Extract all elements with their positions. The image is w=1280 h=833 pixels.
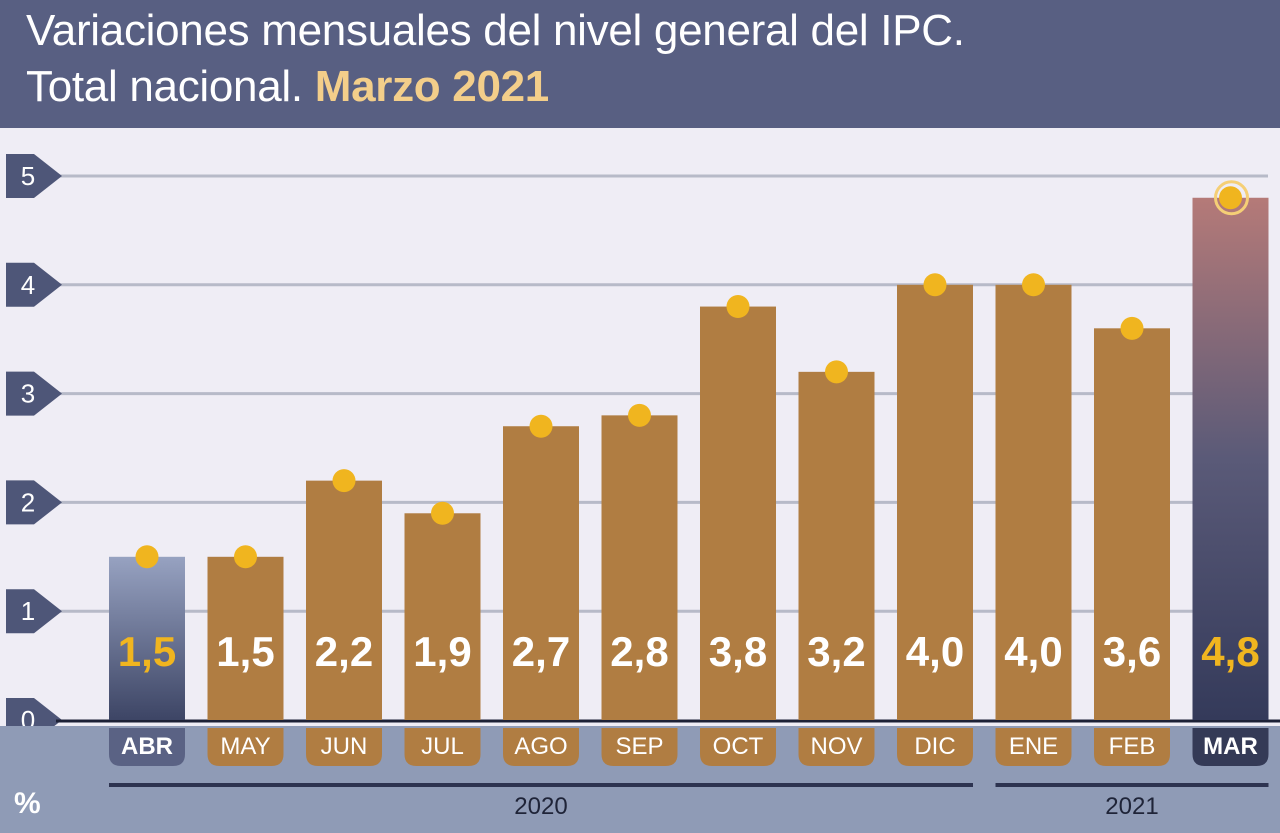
bar-nov [798,371,875,720]
y-tick-label: 3 [21,379,35,409]
category-tab [601,728,678,766]
x-tick-label: FEB [1109,733,1156,760]
bar-abr [109,556,185,720]
data-label: 2,7 [512,628,570,675]
category-tab [207,728,284,766]
bar-ene [995,284,1072,720]
y-tick-badge [6,262,62,307]
category-tab [995,728,1072,766]
x-tick-label: MAR [1203,733,1258,760]
x-tick-label: ENE [1009,733,1058,760]
category-tab [700,728,776,766]
subtitle-text: Total nacional. [26,62,303,111]
data-point [1120,316,1144,340]
bar-may [207,556,284,720]
bar-feb [1094,328,1170,720]
category-tab [798,728,875,766]
data-point [825,360,848,384]
y-tick-label: 5 [21,161,35,191]
data-label: 2,8 [610,628,668,675]
year-label: 2020 [514,793,567,820]
bar-oct [700,306,776,720]
data-label: 3,2 [807,628,865,675]
bar-dic [897,284,973,720]
data-point [1219,186,1242,210]
data-point [1022,273,1045,297]
y-tick-badge [6,371,62,416]
data-label: 1,9 [413,628,471,675]
x-tick-label: SEP [615,733,663,760]
data-label: 4,0 [1004,628,1062,675]
bar-ago [503,426,579,720]
y-tick-label: 4 [21,270,35,300]
data-label: 3,6 [1103,628,1161,675]
dot-ring [1214,180,1249,216]
header: Variaciones mensuales del nivel general … [0,0,1280,128]
data-label: 2,2 [315,628,373,675]
y-tick-badge [6,589,62,634]
x-tick-label: AGO [514,733,567,760]
category-tab [404,728,481,766]
x-tick-label: MAY [220,733,270,760]
y-axis-unit: % [14,787,41,820]
data-label: 1,5 [216,628,274,675]
category-tab [1192,728,1269,766]
chart-title: Variaciones mensuales del nivel general … [26,6,965,55]
x-tick-label: ABR [121,733,173,760]
data-label: 1,5 [118,628,176,675]
x-tick-label: JUL [421,733,464,760]
data-point [726,295,750,319]
data-point [332,469,356,493]
chart-subtitle: Total nacional. Marzo 2021 [26,62,549,112]
data-label: 3,8 [709,628,767,675]
x-tick-label: JUN [321,733,368,760]
bar-jun [306,480,382,720]
data-label: 4,0 [906,628,964,675]
category-tab [897,728,973,766]
subtitle-highlight: Marzo 2021 [314,62,550,111]
category-tab [503,728,579,766]
data-point [431,501,454,525]
year-label: 2021 [1105,793,1158,820]
y-tick-badge [6,154,62,198]
data-point [923,273,947,297]
category-tab [109,728,185,766]
data-point [628,403,651,427]
data-label: 4,8 [1201,628,1259,675]
bar-sep [601,415,678,720]
y-tick-badge [6,480,62,525]
x-tick-label: OCT [713,733,764,760]
y-tick-label: 1 [21,596,35,626]
category-tab [1094,728,1170,766]
bar-jul [404,513,481,720]
x-tick-label: NOV [810,733,862,760]
data-point [234,545,257,569]
data-point [529,414,553,438]
x-tick-label: DIC [914,733,955,760]
category-tab [306,728,382,766]
y-tick-label: 2 [21,487,35,517]
bar-mar [1192,197,1269,720]
data-point [135,545,159,569]
